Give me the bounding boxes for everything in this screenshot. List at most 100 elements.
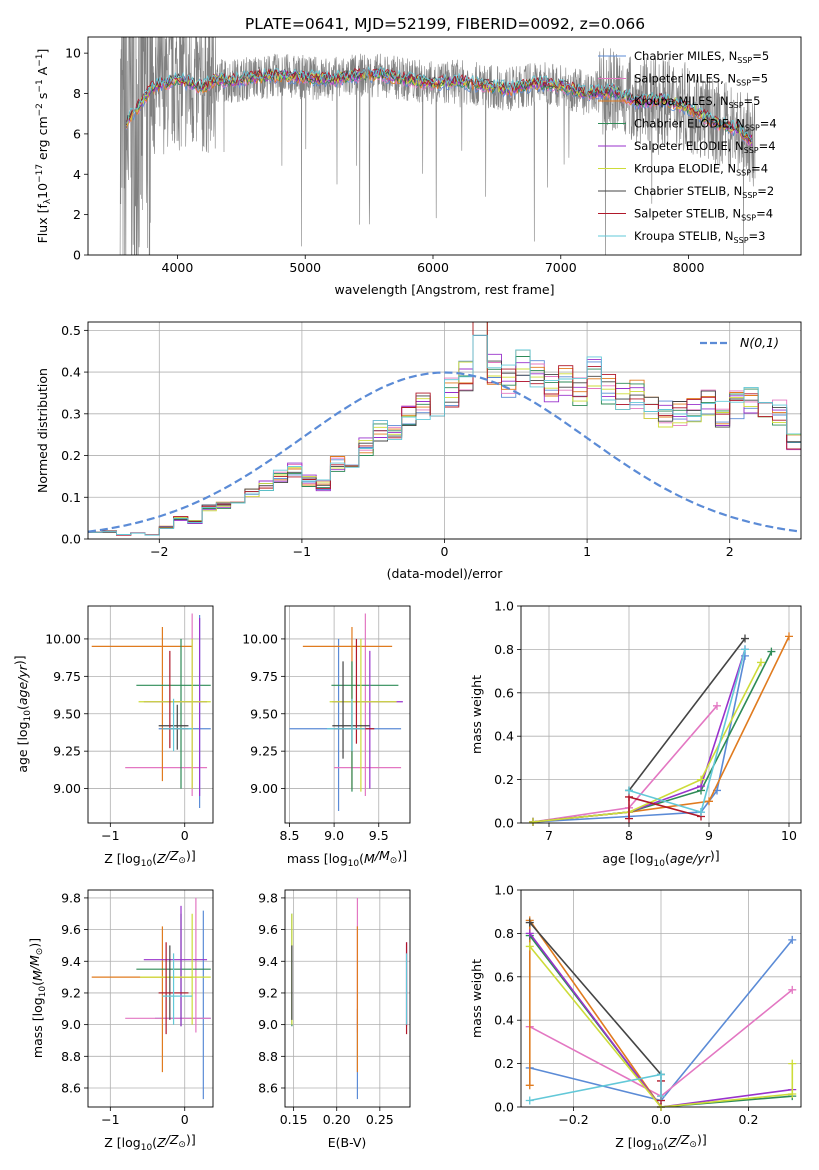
axes-frame — [87, 889, 214, 1108]
label-part: )] — [186, 1132, 196, 1147]
weight-point-marker — [525, 1096, 534, 1105]
legend-sub: SSP — [737, 56, 752, 65]
label-part: 10 — [38, 986, 48, 998]
axes-frame — [520, 605, 802, 824]
x-tick-label: −2 — [150, 544, 168, 559]
ylabel-part: erg cm — [35, 116, 50, 164]
label-part: ⊙ — [178, 1140, 186, 1150]
hist-ylabel: Normed distribution — [35, 368, 50, 493]
weight-point-marker — [697, 775, 705, 784]
y-tick-label: 9.75 — [53, 669, 81, 684]
ylabel-part: A — [35, 66, 50, 79]
legend-entry: Chabrier ELODIE, NSSP=4 — [634, 117, 777, 133]
label-part: /Z — [165, 1132, 179, 1147]
y-tick-label: 4 — [73, 167, 81, 182]
legend-label: Chabrier MILES, N — [634, 49, 737, 63]
legend-sub: SSP — [745, 124, 760, 133]
legend-entry: Kroupa MILES, NSSP=5 — [634, 94, 760, 110]
legend-entry: Kroupa STELIB, NSSP=3 — [634, 229, 765, 245]
x-tick-label: 9 — [705, 828, 713, 843]
model-spectrum-line — [125, 72, 753, 148]
y-tick-label: 9.50 — [250, 706, 278, 721]
y-tick-label: 9.25 — [53, 744, 81, 759]
label-part: ⊙ — [390, 856, 398, 866]
y-tick-label: 0.3 — [61, 406, 81, 421]
legend-label: Chabrier ELODIE, N — [634, 117, 745, 131]
x-tick-label: 7000 — [545, 260, 577, 275]
label-part: /Z — [165, 848, 179, 863]
y-tick-label: 1.0 — [494, 883, 514, 898]
y-tick-label: 0.4 — [61, 365, 81, 380]
legend-sub: SSP — [742, 191, 757, 200]
weight-point-marker — [767, 647, 776, 656]
weight-z-xlabel: Z [log10(Z/Z⊙)] — [615, 1132, 706, 1153]
legend-sub: SSP — [744, 146, 759, 155]
figure-title: PLATE=0641, MJD=52199, FIBERID=0092, z=0… — [245, 15, 645, 33]
y-tick-label: 0.2 — [494, 772, 514, 787]
age-mass-xlabel: mass [log10(M/M⊙)] — [287, 848, 407, 869]
weight-series-line — [529, 1073, 662, 1102]
ylabel-part: ] — [35, 49, 50, 54]
x-tick-label: 1 — [583, 544, 591, 559]
hist-xlabel: (data-model)/error — [387, 566, 504, 581]
weight-point-marker — [705, 797, 713, 806]
x-tick-label: 0.2 — [739, 1112, 759, 1127]
x-tick-label: 9.0 — [324, 828, 344, 843]
weight-point-marker — [529, 817, 537, 826]
label-part: age/yr — [670, 851, 711, 866]
normal-curve — [88, 371, 801, 533]
y-tick-label: 0.0 — [494, 1100, 514, 1115]
y-tick-label: 10.00 — [242, 631, 278, 646]
weight-age-ylabel: mass weight — [469, 675, 484, 754]
label-part: 10 — [141, 859, 153, 869]
mass-z-ylabel: mass [log10(M/M⊙)] — [27, 938, 48, 1058]
y-tick-label: 10 — [65, 46, 81, 61]
y-tick-label: 0.4 — [494, 1013, 514, 1028]
label-part: 10 — [141, 1143, 153, 1153]
weight-point-marker — [757, 658, 765, 667]
legend-entry: Salpeter ELODIE, NSSP=4 — [634, 139, 776, 155]
label-part: Z [log — [615, 1135, 651, 1150]
label-part: age [log — [602, 851, 653, 866]
spectrum-plot: 4000 5000 6000 7000 8000 0 2 4 6 8 10 wavelength [A… — [35, 36, 802, 297]
legend-sub: SSP — [734, 236, 749, 245]
legend-n: =5 — [744, 94, 761, 108]
weight-point-marker — [788, 1059, 797, 1068]
y-tick-label: 8.8 — [61, 1049, 81, 1064]
label-part: Z — [667, 1135, 677, 1150]
y-tick-label: 9.75 — [250, 669, 278, 684]
label-part: age/yr — [15, 664, 30, 705]
legend-label: Kroupa ELODIE, N — [634, 162, 736, 176]
y-tick-label: 8.8 — [258, 1049, 278, 1064]
weight-point-marker — [788, 935, 797, 944]
y-tick-label: 9.50 — [53, 706, 81, 721]
legend-label: Kroupa STELIB, N — [634, 229, 734, 243]
y-tick-label: 9.4 — [61, 954, 81, 969]
x-tick-label: 8000 — [673, 260, 705, 275]
y-tick-label: 9.6 — [61, 922, 81, 937]
spectrum-lines — [119, 37, 756, 255]
weight-point-marker — [625, 786, 633, 795]
label-part: M — [30, 970, 45, 981]
label-part: )] — [710, 848, 720, 863]
axes-frame — [87, 605, 214, 824]
legend-label: Salpeter ELODIE, N — [634, 139, 744, 153]
weight-series-line — [529, 945, 794, 1108]
legend-sub: SSP — [736, 79, 751, 88]
histogram-steps — [88, 322, 801, 536]
label-part: Z [log — [104, 851, 140, 866]
axes-frame — [284, 605, 411, 824]
spectrum-ylabel: Flux [fλ10−17 erg cm−2 s−1 A−1] — [35, 49, 53, 244]
mass-ebv-xlabel: E(B-V) — [328, 1135, 367, 1150]
weight-point-marker — [525, 929, 534, 938]
axes-frame — [87, 36, 802, 256]
y-tick-label: 9.8 — [258, 890, 278, 905]
y-tick-label: 9.0 — [258, 1017, 278, 1032]
label-part: ( — [359, 851, 364, 866]
weight-series-line — [532, 636, 790, 823]
legend-label: Kroupa MILES, N — [634, 94, 729, 108]
label-part: mass [log — [30, 997, 45, 1058]
